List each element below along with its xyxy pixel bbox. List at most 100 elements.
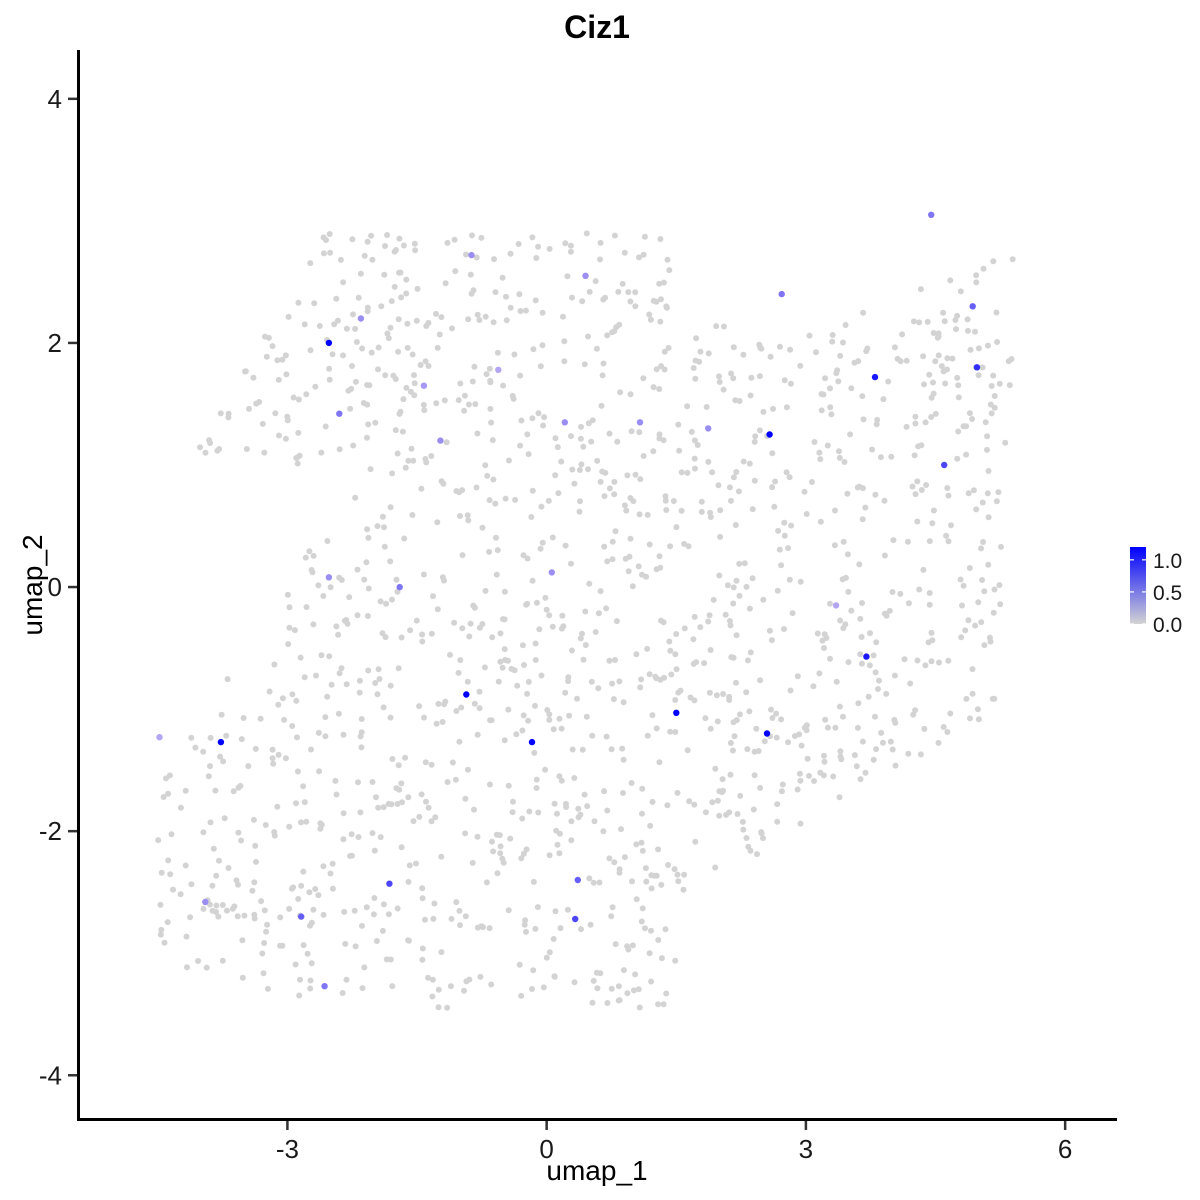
cell-point xyxy=(525,451,532,458)
cell-point xyxy=(855,358,862,365)
cell-point xyxy=(416,703,423,710)
cell-point xyxy=(406,862,413,869)
cell-point xyxy=(294,460,301,467)
cell-point xyxy=(288,885,295,892)
cell-point xyxy=(440,480,447,487)
cell-point xyxy=(830,773,837,780)
cell-point xyxy=(259,950,266,957)
cell-point xyxy=(705,618,712,625)
cell-point xyxy=(858,660,865,667)
cell-point xyxy=(200,748,207,755)
cell-point xyxy=(787,380,794,387)
cell-point xyxy=(728,654,735,661)
cell-point xyxy=(457,922,463,929)
cell-point xyxy=(316,768,323,775)
cell-point xyxy=(403,290,410,297)
cell-point xyxy=(556,773,563,780)
cell-point xyxy=(309,569,316,576)
cell-point xyxy=(928,658,935,665)
cell-point xyxy=(728,497,734,504)
cell-point xyxy=(647,316,654,323)
cell-point xyxy=(326,376,333,383)
cell-point xyxy=(706,689,713,696)
cell-point xyxy=(253,858,259,865)
cell-point xyxy=(667,543,674,550)
cell-point xyxy=(482,587,489,594)
cell-point xyxy=(729,747,736,754)
cell-point xyxy=(740,351,747,358)
cell-point xyxy=(302,554,309,561)
cell-point xyxy=(658,881,665,888)
cell-point xyxy=(726,618,733,624)
cell-point xyxy=(347,853,354,859)
cell-point xyxy=(352,494,359,501)
cell-point xyxy=(637,684,644,691)
cell-point xyxy=(489,634,496,641)
cell-point xyxy=(926,371,933,378)
cell-point xyxy=(778,716,785,723)
cell-point xyxy=(464,678,471,685)
cell-point xyxy=(376,676,383,682)
cell-point xyxy=(948,522,954,529)
cell-point xyxy=(705,350,712,357)
cell-point xyxy=(646,541,653,548)
cell-point xyxy=(343,325,350,332)
cell-point xyxy=(996,380,1003,387)
cell-point xyxy=(407,627,414,634)
cell-point xyxy=(564,906,571,913)
cell-point xyxy=(542,766,549,773)
cell-point xyxy=(428,761,435,768)
cell-point xyxy=(394,588,401,595)
cell-point xyxy=(303,604,310,611)
cell-point xyxy=(660,279,667,286)
cell-point xyxy=(306,889,313,896)
cell-point xyxy=(996,582,1003,589)
cell-point xyxy=(842,322,849,328)
cell-point xyxy=(158,926,165,933)
cell-point xyxy=(269,755,276,762)
cell-point xyxy=(874,416,881,423)
cell-point xyxy=(655,1001,662,1008)
cell-point xyxy=(295,299,302,306)
cell-point xyxy=(941,318,948,325)
cell-point xyxy=(537,363,544,370)
cell-point xyxy=(727,740,734,746)
cell-point xyxy=(184,964,190,971)
cell-point xyxy=(340,836,347,843)
cell-point xyxy=(936,659,942,666)
cell-point xyxy=(493,534,499,541)
cell-point xyxy=(298,819,304,826)
cell-point xyxy=(621,249,628,256)
cell-point xyxy=(157,901,164,908)
cell-point xyxy=(432,814,439,821)
cell-point xyxy=(381,271,388,278)
highlighted-points xyxy=(156,211,981,990)
cell-point xyxy=(308,960,315,967)
cell-point xyxy=(663,507,670,513)
cell-point xyxy=(980,539,987,545)
cell-point xyxy=(326,653,333,660)
cell-point xyxy=(435,700,442,707)
cell-point xyxy=(567,248,574,255)
cell-point xyxy=(991,393,998,399)
cell-point xyxy=(447,983,454,990)
cell-point xyxy=(636,511,643,518)
cell-point xyxy=(327,870,334,877)
cell-point xyxy=(202,449,209,456)
cell-point xyxy=(955,394,962,401)
cell-point xyxy=(975,345,982,352)
cell-point xyxy=(308,746,314,753)
cell-point xyxy=(851,752,858,759)
cell-point xyxy=(844,551,851,558)
cell-point xyxy=(177,891,184,898)
cell-point xyxy=(433,720,440,727)
cell-point xyxy=(375,344,382,351)
cell-point xyxy=(673,666,680,673)
cell-point xyxy=(315,729,322,736)
cell-point xyxy=(930,507,937,514)
cell-point xyxy=(203,964,210,971)
cell-point xyxy=(361,964,368,971)
cell-point xyxy=(678,507,685,514)
cell-point xyxy=(492,289,499,296)
cell-point xyxy=(423,798,429,805)
